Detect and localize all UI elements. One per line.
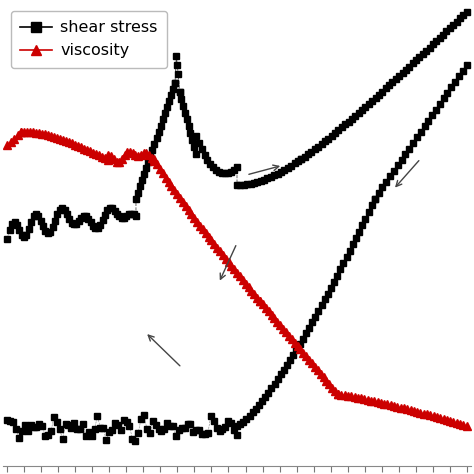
Legend: shear stress, viscosity: shear stress, viscosity	[11, 11, 167, 68]
